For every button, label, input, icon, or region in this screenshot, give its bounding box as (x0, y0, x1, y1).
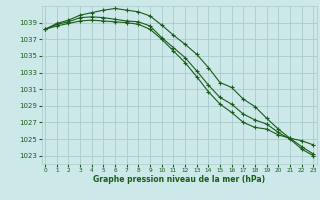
X-axis label: Graphe pression niveau de la mer (hPa): Graphe pression niveau de la mer (hPa) (93, 175, 265, 184)
